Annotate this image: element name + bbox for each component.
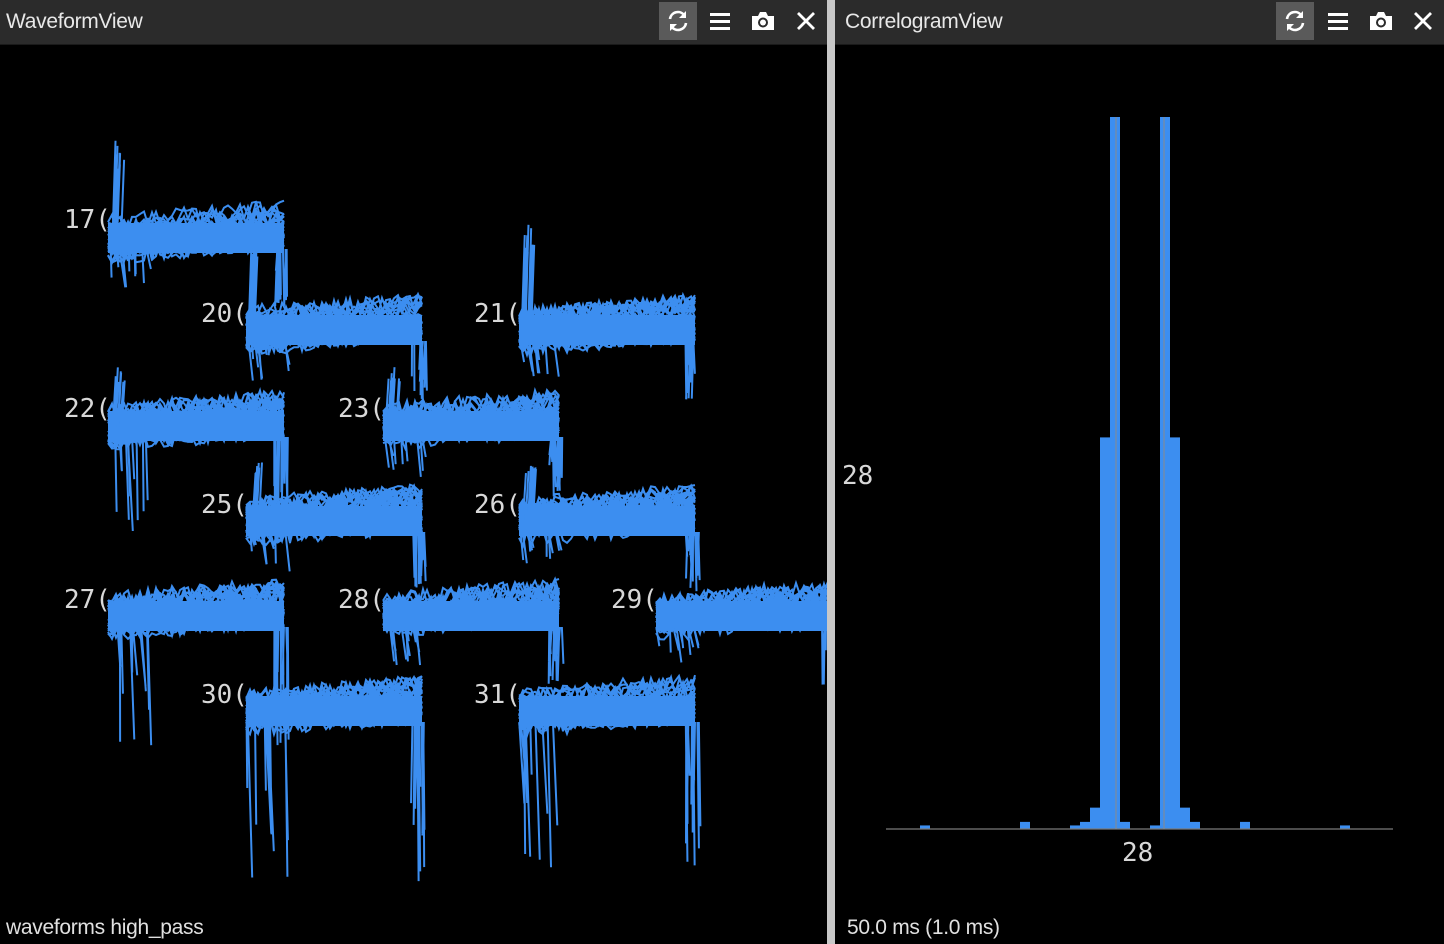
waveform-view-title: WaveformView (6, 10, 143, 33)
correlogram-view-panel: CorrelogramView (835, 0, 1444, 944)
screenshot-button[interactable] (744, 2, 782, 40)
refresh-icon (668, 10, 688, 32)
waveform-tail (116, 626, 290, 746)
correlogram-bar (1020, 821, 1030, 829)
waveform-spike (247, 221, 259, 332)
channel-label-25: 25( (201, 490, 248, 520)
correlogram-view-titlebar: CorrelogramView (835, 0, 1444, 45)
channel-label-28: 28( (338, 585, 385, 615)
close-icon (797, 12, 815, 30)
channel-label-30: 30( (201, 680, 248, 710)
close-button[interactable] (787, 2, 825, 40)
menu-button[interactable] (701, 2, 739, 40)
correlogram-col-label: 28 (1122, 838, 1153, 868)
waveform-core (383, 411, 559, 441)
correlogram-plot: 28 28 (842, 117, 1393, 868)
correlogram-bar (1120, 821, 1130, 829)
channel-label-26: 26( (474, 490, 521, 520)
waveform-core (246, 506, 422, 536)
channel-label-22: 22( (64, 394, 111, 424)
waveform-spike (521, 465, 537, 523)
correlogram-view-title: CorrelogramView (845, 10, 1003, 33)
waveform-core (519, 696, 695, 726)
refresh-button[interactable] (1276, 2, 1314, 40)
channel-label-21: 21( (474, 299, 521, 329)
waveform-view-titlebar: WaveformView (0, 0, 827, 45)
correlogram-bar (1150, 825, 1160, 829)
waveform-canvas[interactable]: 17( 20( 21( 22( 23( 25( 26( 27( 28( 29( … (0, 44, 827, 944)
waveform-spike (251, 462, 263, 523)
waveform-plot: 17( 20( 21( 22( 23( 25( 26( 27( 28( 29( … (64, 140, 827, 882)
waveform-core (108, 601, 284, 631)
channel-label-17: 17( (64, 205, 111, 235)
waveform-status-text: waveforms high_pass (6, 916, 204, 939)
waveform-tail (519, 340, 696, 400)
waveform-core (246, 696, 422, 726)
refresh-icon (1285, 10, 1305, 32)
waveform-core (519, 315, 695, 345)
waveform-spike (111, 140, 126, 240)
menu-button[interactable] (1319, 2, 1357, 40)
correlogram-bar (920, 825, 930, 829)
waveform-core (656, 601, 827, 631)
channel-label-20: 20( (201, 299, 248, 329)
correlogram-row-label: 28 (842, 461, 873, 491)
correlogram-bar (1240, 821, 1250, 829)
correlogram-bar (1110, 117, 1120, 829)
waveform-core (246, 315, 422, 345)
correlogram-canvas[interactable]: 28 28 50.0 ms (1.0 ms) (835, 44, 1444, 944)
channel-label-29: 29( (611, 585, 658, 615)
waveform-tail (519, 531, 701, 592)
correlogram-bar (1170, 437, 1180, 829)
waveform-view-panel: WaveformView (0, 0, 827, 944)
waveform-tail (655, 626, 827, 685)
waveform-tail (245, 721, 426, 882)
correlogram-bar (1190, 821, 1200, 829)
screenshot-button[interactable] (1362, 2, 1400, 40)
menu-icon (1328, 13, 1348, 30)
camera-icon (1370, 12, 1392, 30)
channel-label-31: 31( (474, 680, 521, 710)
waveform-tail (518, 721, 702, 868)
camera-icon (752, 12, 774, 30)
channel-label-23: 23( (338, 394, 385, 424)
correlogram-bar (1070, 825, 1080, 829)
refresh-button[interactable] (659, 2, 697, 40)
close-button[interactable] (1404, 2, 1442, 40)
waveform-core (383, 601, 559, 631)
waveform-core (108, 411, 284, 441)
waveform-spike (520, 224, 536, 332)
correlogram-bar (1080, 821, 1090, 829)
waveform-spike (111, 367, 126, 428)
correlogram-bar (1100, 437, 1110, 829)
waveform-tail (114, 436, 289, 544)
correlogram-status-text: 50.0 ms (1.0 ms) (847, 916, 1000, 939)
correlogram-bar (1090, 807, 1100, 829)
menu-icon (710, 13, 730, 30)
correlogram-bar (1160, 117, 1170, 829)
waveform-spike (384, 367, 401, 428)
correlogram-bar (1340, 825, 1350, 829)
waveform-tail (109, 248, 288, 307)
correlogram-bar (1180, 807, 1190, 829)
waveform-tail (249, 531, 427, 588)
waveform-tail (389, 626, 565, 684)
close-icon (1414, 12, 1432, 30)
channel-label-27: 27( (64, 585, 111, 615)
waveform-core (519, 506, 695, 536)
waveform-tail (383, 436, 564, 497)
waveform-tail (247, 340, 428, 401)
